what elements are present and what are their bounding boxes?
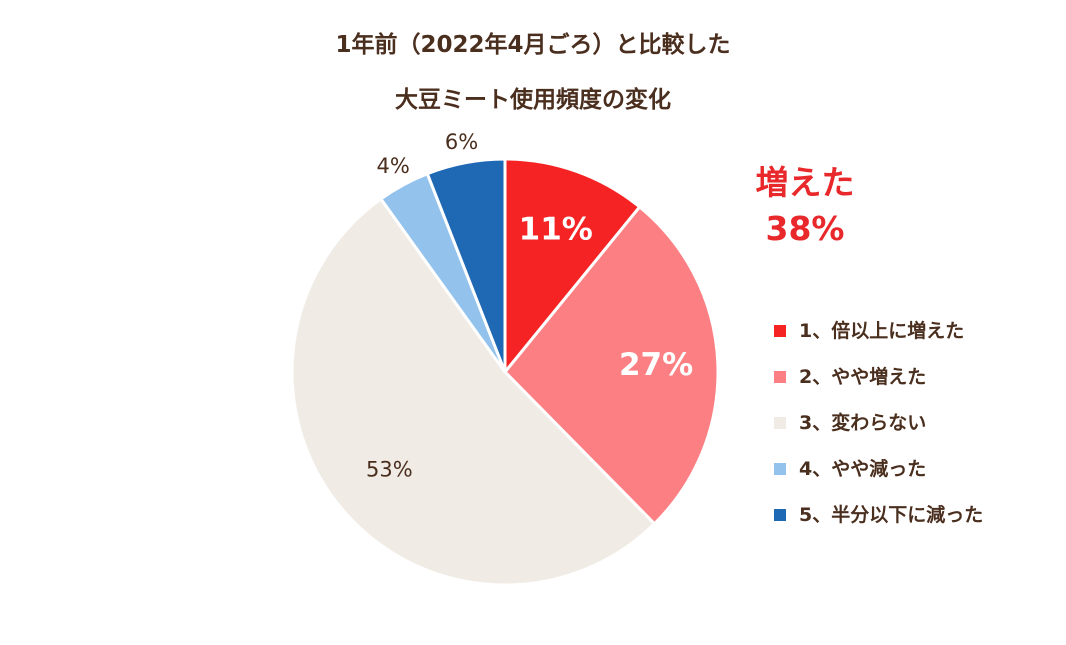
pie-slice-label-4: 4% xyxy=(376,154,409,178)
pie-slice-1 xyxy=(503,157,642,374)
pie-slices xyxy=(290,157,720,587)
legend-label-3: 3、変わらない xyxy=(799,411,926,434)
legend: 1、倍以上に増えた 2、やや増えた 3、変わらない 4、やや減った 5、半分以下に減った xyxy=(774,319,983,526)
pie-slice-labels: 11% 27% 53% 4% 6% xyxy=(366,130,693,482)
pie-slice-5 xyxy=(425,157,507,374)
pie-slice-label-3: 53% xyxy=(366,457,413,481)
chart-title: 1年前（2022年4月ごろ）と比較した 大豆ミート使用頻度の変化 xyxy=(335,31,730,113)
increase-callout: 増えた 38% xyxy=(756,163,855,248)
pie-slice-3 xyxy=(290,197,656,587)
callout-label: 増えた xyxy=(756,163,855,202)
legend-swatch-4 xyxy=(774,463,786,475)
legend-label-5: 5、半分以下に減った xyxy=(799,503,983,526)
callout-value: 38% xyxy=(766,209,845,248)
legend-swatch-5 xyxy=(774,509,786,521)
legend-label-4: 4、やや減った xyxy=(799,457,926,480)
chart-title-line-1: 1年前（2022年4月ごろ）と比較した xyxy=(335,31,730,58)
pie-slice-label-5: 6% xyxy=(445,130,478,154)
legend-label-1: 1、倍以上に増えた xyxy=(799,319,964,342)
legend-swatch-3 xyxy=(774,417,786,429)
pie-slice-label-1: 11% xyxy=(519,212,593,248)
legend-label-2: 2、やや増えた xyxy=(799,365,926,388)
legend-swatch-1 xyxy=(774,325,786,337)
chart-title-line-2: 大豆ミート使用頻度の変化 xyxy=(395,86,671,113)
pie-slice-2 xyxy=(503,205,720,526)
pie-slice-label-2: 27% xyxy=(619,347,693,383)
legend-swatch-2 xyxy=(774,371,786,383)
